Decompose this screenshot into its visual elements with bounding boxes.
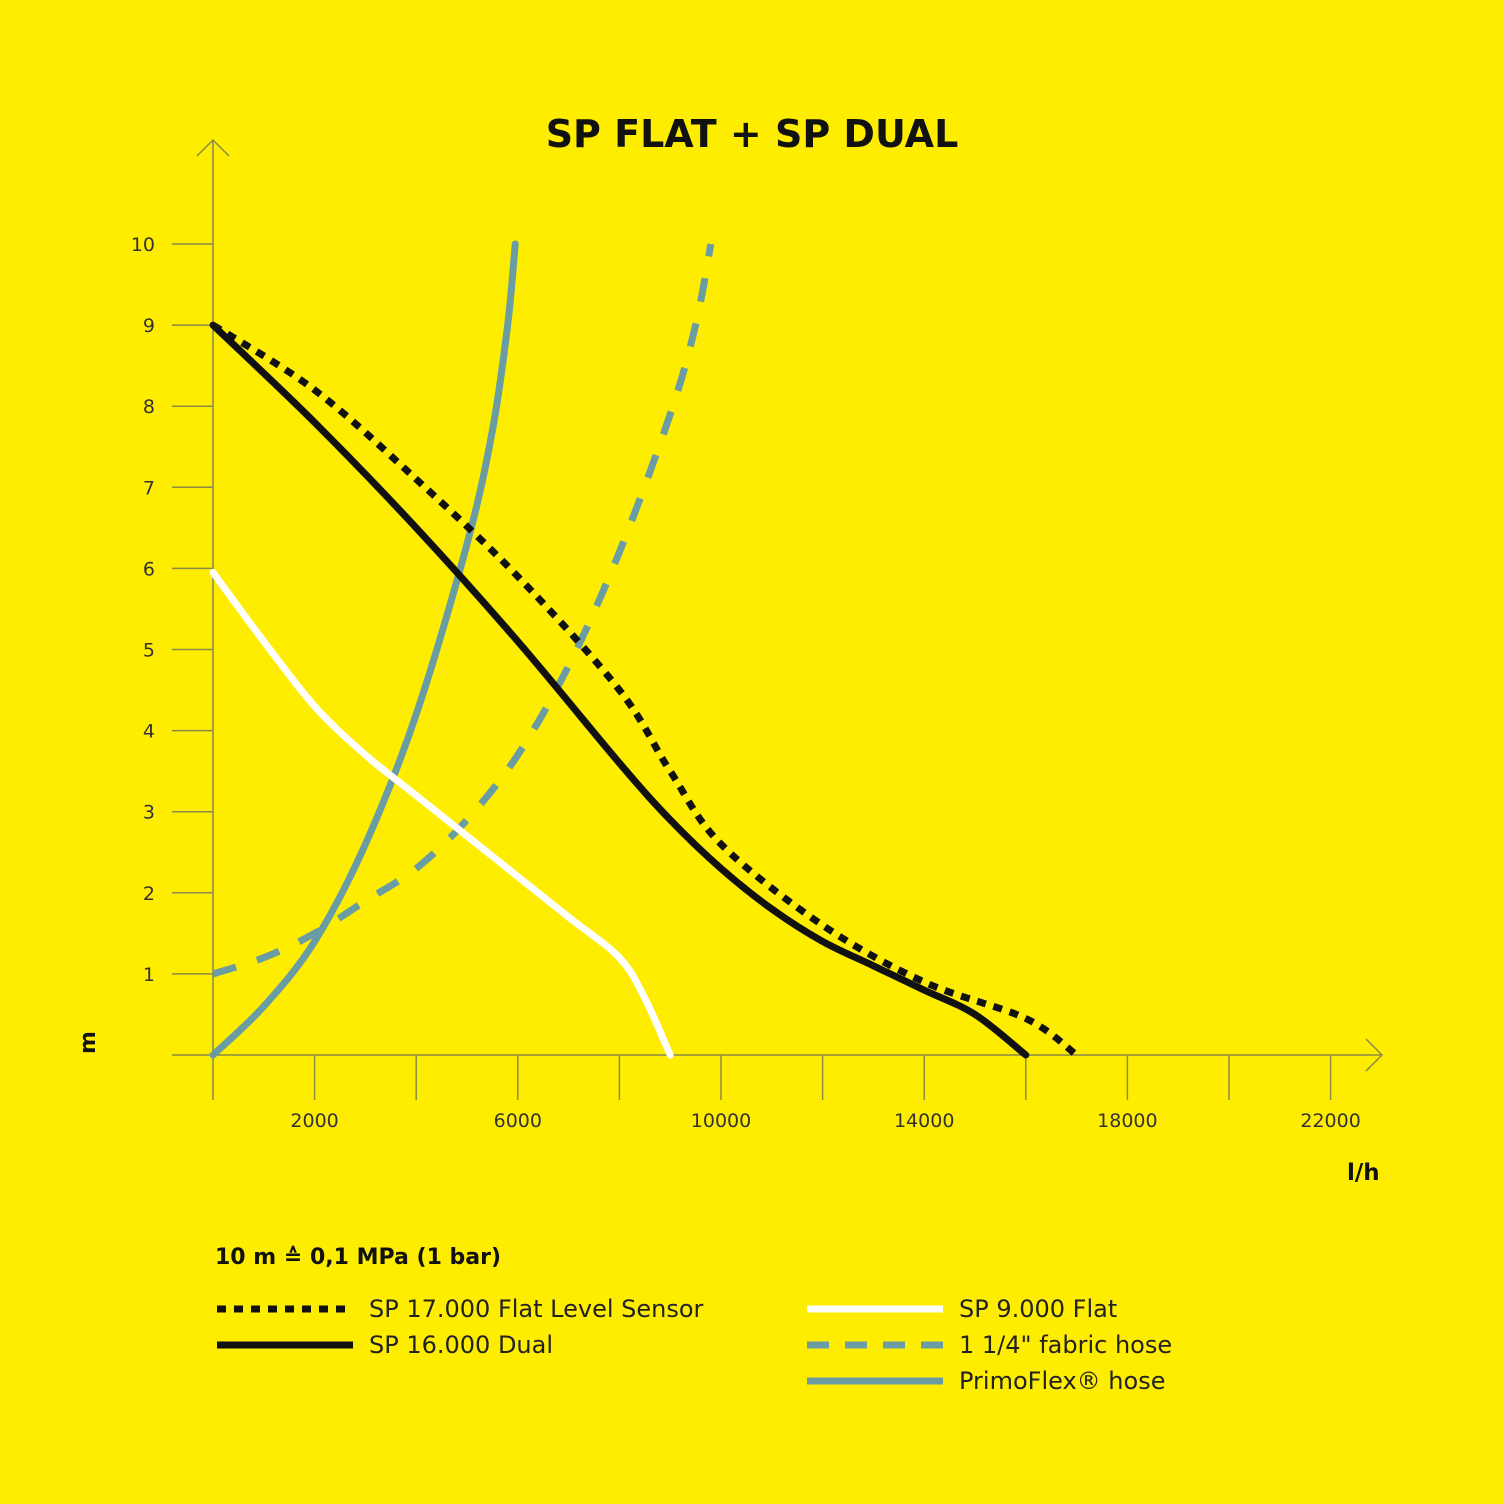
legend-swatch-solid-blue <box>807 1377 943 1385</box>
y-axis-arrow <box>196 138 230 157</box>
x-tick-label: 10000 <box>691 1110 751 1132</box>
axes: 1 2 3 4 5 6 7 8 9 10 2000 6000 10000 14000 18000 22000 <box>131 138 1384 1132</box>
legend-item-primoflex: PrimoFlex® hose <box>805 1366 1165 1396</box>
legend-label: SP 9.000 Flat <box>959 1295 1118 1323</box>
y-tick-label: 6 <box>143 558 155 580</box>
x-axis-arrow <box>1365 1038 1384 1072</box>
y-tick-label: 7 <box>143 477 155 499</box>
y-axis-label: m <box>75 1031 101 1054</box>
y-tick-label: 5 <box>143 640 155 662</box>
y-tick-label: 1 <box>143 964 155 986</box>
legend-label: SP 16.000 Dual <box>369 1331 554 1359</box>
legend-item-sp16000: SP 16.000 Dual <box>215 1330 553 1360</box>
unit-note: 10 m ≙ 0,1 MPa (1 bar) <box>215 1245 502 1270</box>
x-tick-label: 14000 <box>894 1110 954 1132</box>
series-layer <box>209 240 1079 1059</box>
legend-label: 1 1/4" fabric hose <box>959 1331 1173 1359</box>
series-fabric-hose <box>211 243 715 978</box>
x-tick-label: 2000 <box>290 1110 338 1132</box>
chart-title: SP FLAT + SP DUAL <box>545 112 959 156</box>
x-axis-label: l/h <box>1347 1160 1380 1186</box>
legend-swatch-dashed <box>807 1341 943 1349</box>
y-tick-label: 9 <box>143 315 155 337</box>
series-sp17000-flat-level-sensor <box>211 322 1079 1058</box>
x-tick-label: 18000 <box>1097 1110 1157 1132</box>
legend-item-fabric-hose: 1 1/4" fabric hose <box>805 1330 1172 1360</box>
x-tick-label: 6000 <box>494 1110 542 1132</box>
legend-swatch-solid-white <box>807 1305 943 1313</box>
legend-swatch-solid-black <box>217 1341 353 1349</box>
legend-label: SP 17.000 Flat Level Sensor <box>369 1295 704 1323</box>
series-sp16000-dual <box>209 321 1030 1059</box>
legend-swatch-dotted <box>217 1305 353 1313</box>
y-tick-label: 3 <box>143 802 155 824</box>
series-sp9000-flat <box>209 568 674 1059</box>
x-tick-label: 22000 <box>1300 1110 1360 1132</box>
y-tick-label: 8 <box>143 396 155 418</box>
y-tick-label: 2 <box>143 883 155 905</box>
series-primoflex-hose <box>209 240 519 1059</box>
legend-item-sp9000: SP 9.000 Flat <box>805 1294 1117 1324</box>
y-tick-label: 10 <box>131 234 155 256</box>
legend-label: PrimoFlex® hose <box>959 1367 1166 1395</box>
legend-item-sp17000: SP 17.000 Flat Level Sensor <box>215 1294 703 1324</box>
y-tick-label: 4 <box>143 721 155 743</box>
